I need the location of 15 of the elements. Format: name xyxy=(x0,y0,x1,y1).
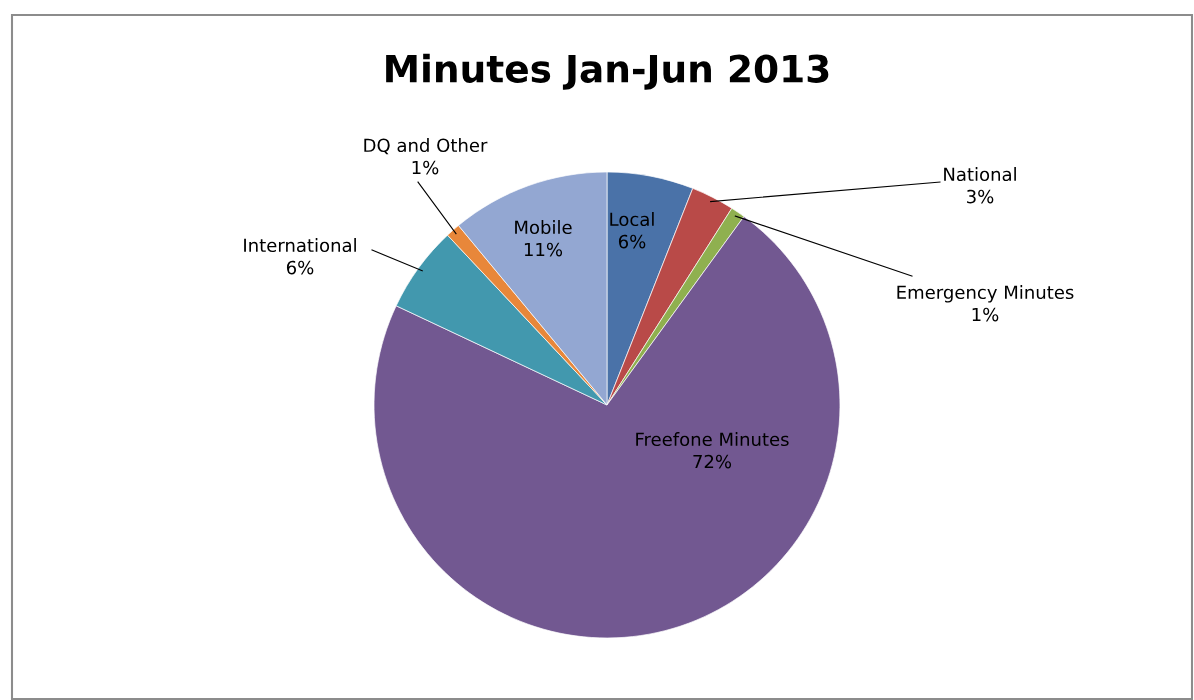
slice-label: Mobile xyxy=(515,220,572,235)
data-label: 6% xyxy=(618,234,646,249)
data-label: 11% xyxy=(524,242,563,257)
data-label: 72% xyxy=(693,454,732,469)
slice-label: Freefone Minutes xyxy=(636,432,789,447)
slice-label: National xyxy=(944,167,1016,182)
slice-label: International xyxy=(244,238,356,253)
data-label: 1% xyxy=(412,160,439,175)
data-label: 1% xyxy=(972,307,999,322)
slice-label: Emergency Minutes xyxy=(897,285,1074,303)
slice-label: Local xyxy=(610,212,654,227)
data-label: 6% xyxy=(286,260,314,275)
slice-label: DQ and Other xyxy=(364,138,488,155)
chart-title: Minutes Jan-Jun 2013 xyxy=(386,53,829,90)
data-label: 3% xyxy=(967,189,994,204)
